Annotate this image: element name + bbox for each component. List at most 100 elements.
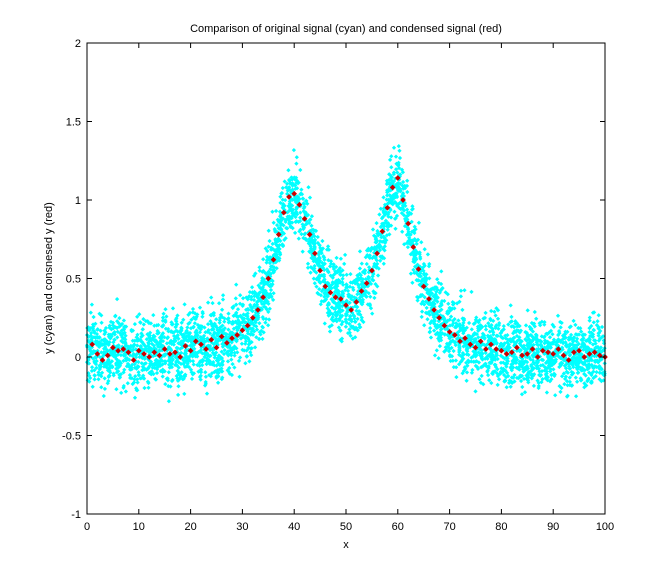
original-signal-point: [127, 372, 133, 378]
original-signal-point: [367, 275, 372, 281]
original-signal-point: [263, 320, 268, 325]
original-signal-point: [268, 266, 273, 272]
original-signal-point: [555, 313, 561, 318]
original-signal-point: [420, 299, 426, 304]
original-signal-point: [230, 361, 235, 367]
original-signal-point: [355, 316, 360, 322]
original-signal-point: [422, 295, 427, 300]
original-signal-point: [398, 172, 403, 177]
x-tick-label: 40: [288, 521, 300, 533]
original-signal-point: [278, 238, 283, 244]
original-signal-point: [254, 335, 259, 340]
original-signal-point: [481, 316, 486, 321]
original-signal-point: [142, 385, 147, 391]
y-tick-label: 1: [75, 195, 81, 207]
original-signal-point: [344, 272, 349, 277]
original-signal-point: [498, 353, 504, 358]
original-signal-point: [226, 327, 231, 332]
original-signal-point: [539, 379, 544, 385]
original-signal-point: [574, 336, 580, 341]
original-signal-point: [425, 252, 431, 257]
original-signal-point: [471, 321, 476, 327]
original-signal-point: [344, 312, 350, 317]
original-signal-point: [245, 331, 251, 336]
original-signal-point: [219, 349, 224, 354]
original-signal-point: [410, 280, 415, 285]
original-signal-point: [403, 203, 408, 209]
original-signal-point: [583, 373, 588, 378]
original-signal-point: [252, 345, 258, 350]
original-signal-point: [165, 336, 170, 341]
original-signal-point: [523, 323, 529, 328]
original-signal-point: [501, 323, 506, 329]
original-signal-point: [136, 372, 141, 378]
original-signal-point: [161, 311, 166, 316]
original-signal-point: [298, 227, 303, 232]
original-signal-point: [278, 200, 283, 206]
original-signal-point: [216, 301, 222, 306]
original-signal-point: [175, 329, 180, 334]
original-signal-point: [482, 356, 488, 361]
original-signal-point: [397, 148, 402, 153]
original-signal-point: [343, 324, 349, 329]
original-signal-point: [523, 337, 528, 342]
original-signal-point: [182, 391, 187, 397]
original-signal-point: [189, 317, 194, 322]
original-signal-point: [309, 223, 314, 228]
original-signal-point: [553, 393, 558, 398]
original-signal-point: [249, 285, 255, 290]
original-signal-point: [170, 306, 176, 311]
original-signal-point: [197, 305, 203, 310]
original-signal-point: [315, 290, 320, 296]
original-signal-point: [453, 342, 458, 348]
original-signal-point: [550, 332, 555, 337]
original-signal-point: [454, 374, 459, 380]
original-signal-point: [355, 273, 360, 278]
original-signal-point: [233, 336, 238, 341]
original-signal-point: [357, 249, 363, 254]
original-signal-point: [374, 220, 379, 226]
original-signal-point: [254, 324, 259, 329]
original-signal-point: [595, 319, 600, 324]
original-signal-point: [381, 261, 386, 266]
original-signal-point: [563, 374, 569, 379]
original-signal-point: [296, 236, 301, 241]
original-signal-point: [483, 323, 488, 329]
original-signal-point: [222, 319, 227, 324]
original-signal-point: [176, 365, 181, 370]
original-signal-point: [591, 375, 596, 381]
original-signal-point: [189, 376, 195, 382]
original-signal-point: [308, 270, 313, 275]
original-signal-point: [210, 300, 215, 306]
original-signal-point: [473, 389, 478, 394]
original-signal-series: [84, 143, 607, 404]
y-tick-label: -1: [71, 509, 81, 521]
original-signal-point: [530, 358, 535, 363]
original-signal-point: [305, 265, 311, 270]
original-signal-point: [385, 227, 390, 232]
original-signal-point: [476, 335, 481, 340]
original-signal-point: [355, 292, 360, 297]
original-signal-point: [496, 377, 502, 382]
original-signal-point: [561, 371, 567, 376]
original-signal-point: [594, 369, 599, 375]
original-signal-point: [477, 377, 482, 382]
original-signal-point: [347, 317, 352, 322]
original-signal-point: [419, 240, 424, 245]
original-signal-point: [596, 326, 601, 331]
original-signal-point: [540, 357, 546, 363]
original-signal-point: [504, 385, 509, 390]
y-tick-label: 1.5: [66, 117, 81, 129]
y-tick-label: -0.5: [62, 431, 81, 443]
original-signal-point: [160, 374, 165, 379]
original-signal-point: [258, 332, 263, 337]
original-signal-point: [404, 183, 410, 189]
original-signal-point: [191, 362, 196, 367]
original-signal-point: [495, 367, 500, 372]
original-signal-point: [301, 196, 306, 201]
original-signal-point: [348, 313, 353, 319]
x-tick-label: 20: [184, 521, 196, 533]
x-tick-label: 50: [340, 521, 352, 533]
original-signal-point: [234, 302, 239, 307]
original-signal-point: [200, 314, 205, 319]
